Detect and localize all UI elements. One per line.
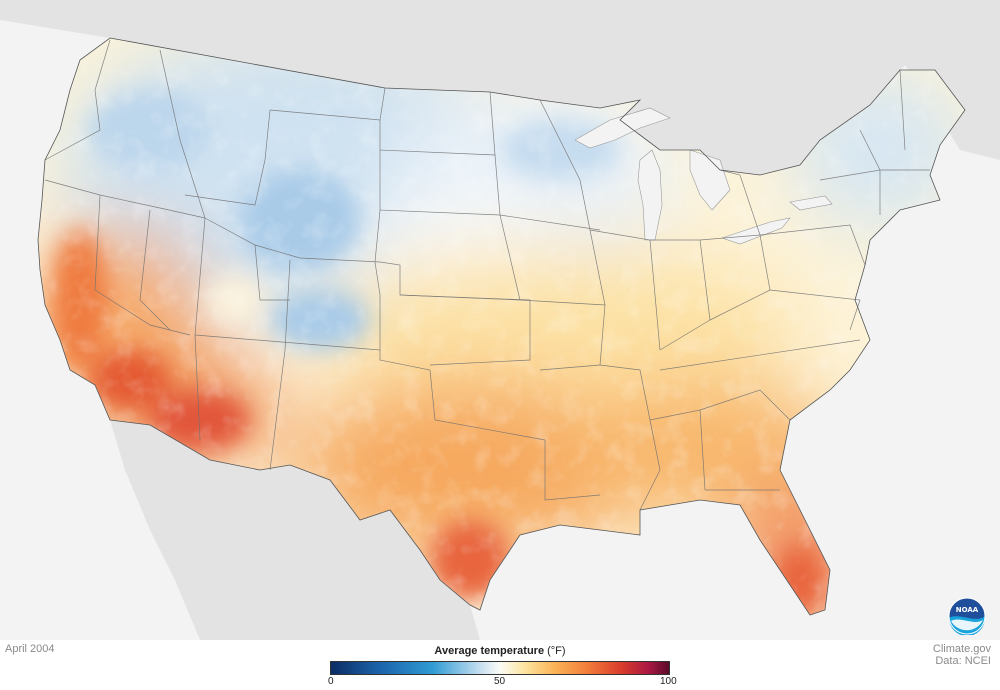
- baja-peninsula: [110, 420, 225, 640]
- great-lakes: [574, 107, 833, 245]
- credit-source: Climate.gov: [932, 643, 991, 655]
- credit-data: Data: NCEI: [935, 655, 991, 667]
- noaa-logo: NOAA: [948, 597, 986, 635]
- map-credits: Climate.gov Data: NCEI: [933, 643, 991, 667]
- legend-color-bar: [330, 661, 670, 675]
- temperature-map: [0, 0, 1000, 640]
- state-borders: [44, 39, 930, 511]
- map-date-label: April 2004: [5, 643, 55, 655]
- lake-ontario: [789, 195, 833, 211]
- legend-tick-min: 0: [328, 676, 334, 687]
- us-outline: [37, 37, 966, 616]
- legend-tick-max: 100: [660, 676, 677, 687]
- lake-huron: [689, 149, 731, 211]
- legend-title: Average temperature (°F): [330, 645, 670, 658]
- lake-superior: [574, 107, 671, 149]
- noaa-logo-text: NOAA: [956, 606, 979, 614]
- mexico-landmass: [110, 420, 480, 640]
- legend-tick-mid: 50: [494, 676, 506, 687]
- temperature-legend: Average temperature (°F) 0 50 100: [328, 644, 677, 688]
- legend-unit: (°F): [547, 645, 566, 657]
- legend-title-text: Average temperature: [434, 645, 545, 657]
- canada-landmass: [0, 0, 1000, 175]
- map-panel: NOAA: [0, 0, 1000, 640]
- lake-erie: [721, 217, 791, 245]
